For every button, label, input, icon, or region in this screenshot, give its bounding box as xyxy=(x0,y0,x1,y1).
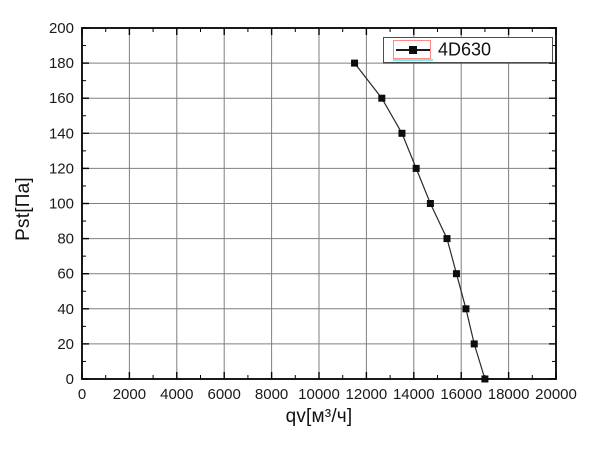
x-axis-title: qv[м³/ч] xyxy=(285,406,353,427)
x-tick-label: 8000 xyxy=(255,386,288,403)
data-point-marker xyxy=(378,94,386,102)
data-point-marker xyxy=(452,270,460,278)
data-point-marker xyxy=(462,305,470,313)
y-tick-label: 100 xyxy=(49,196,74,213)
y-tick-label: 0 xyxy=(66,371,74,388)
x-tick-label: 10000 xyxy=(298,386,340,403)
x-tick-label: 12000 xyxy=(346,386,388,403)
y-tick-label: 40 xyxy=(57,301,74,318)
y-tick-label: 120 xyxy=(49,160,74,177)
data-point-marker xyxy=(426,200,434,207)
x-tick-label: 4000 xyxy=(160,386,193,403)
data-point-marker xyxy=(443,235,451,243)
y-tick-label: 200 xyxy=(49,20,74,37)
legend-label: 4D630 xyxy=(438,39,492,60)
legend-underline xyxy=(393,59,433,61)
x-tick-label: 2000 xyxy=(113,386,146,403)
y-axis-title: Pst[Па] xyxy=(13,177,34,241)
y-tick-label: 140 xyxy=(49,125,74,142)
y-tick-label: 20 xyxy=(57,336,74,353)
x-tick-label: 16000 xyxy=(440,386,482,403)
y-tick-label: 160 xyxy=(49,90,74,107)
x-tick-label: 6000 xyxy=(208,386,241,403)
series-line xyxy=(354,62,486,380)
x-tick-label: 0 xyxy=(78,386,86,403)
legend-selection-box xyxy=(393,40,431,59)
data-point-marker xyxy=(481,375,489,383)
x-tick-label: 14000 xyxy=(393,386,435,403)
y-tick-label: 180 xyxy=(49,55,74,72)
y-tick-label: 60 xyxy=(57,266,74,283)
data-point-marker xyxy=(412,164,420,172)
x-tick-label: 20000 xyxy=(535,386,577,403)
y-tick-label: 80 xyxy=(57,231,74,248)
data-point-marker xyxy=(351,59,359,67)
data-point-marker xyxy=(398,129,406,137)
data-point-marker xyxy=(470,340,478,348)
x-tick-label: 18000 xyxy=(488,386,530,403)
legend[interactable]: 4D630 xyxy=(383,37,553,63)
legend-marker-sample xyxy=(409,46,417,54)
